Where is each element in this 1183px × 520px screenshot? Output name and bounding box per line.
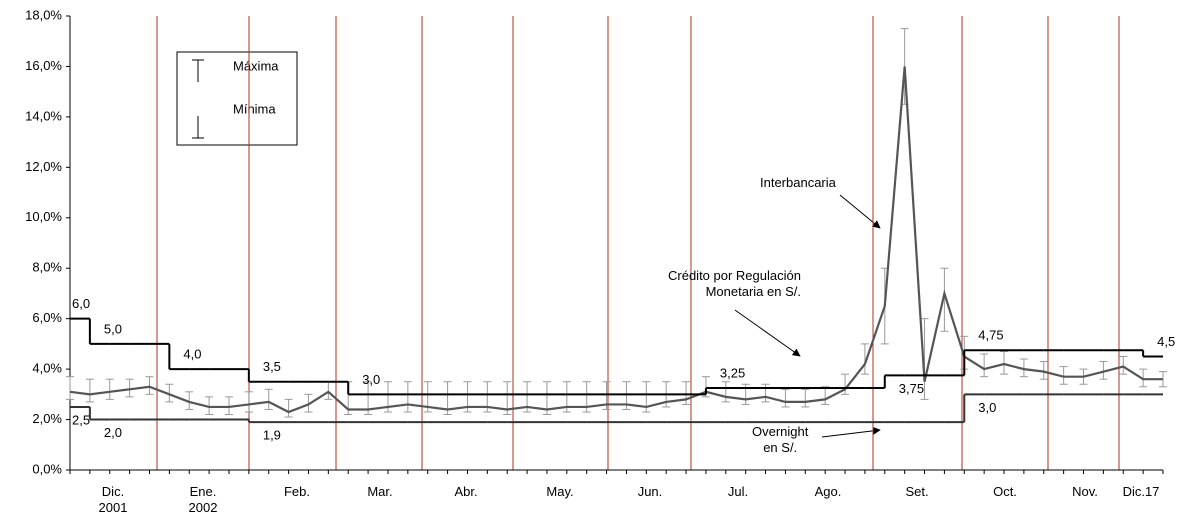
value-label: 4,75 — [978, 328, 1003, 343]
x-tick-label: Jul. — [727, 484, 749, 499]
value-label: 6,0 — [72, 296, 90, 311]
value-label: 3,0 — [978, 400, 996, 415]
x-tick-label: May. — [546, 484, 574, 499]
x-tick-label: Set. — [905, 484, 929, 499]
x-tick-label: Feb. — [283, 484, 310, 499]
value-label: 5,0 — [104, 321, 122, 336]
y-tick-label: 4,0% — [32, 361, 62, 376]
y-tick-label: 0,0% — [32, 461, 62, 476]
annotation: Crédito por Regulación Monetaria en S/. — [668, 268, 801, 299]
x-tick-label: Nov. — [1072, 484, 1098, 499]
x-tick-label: Ago. — [814, 484, 842, 499]
y-tick-label: 14,0% — [25, 108, 62, 123]
interbank-line — [69, 66, 1163, 414]
x-tick-label: Jun. — [637, 484, 663, 499]
x-tick-label: Oct. — [993, 484, 1017, 499]
x-tick-label: Dic. 2001 — [98, 484, 128, 515]
arrow — [734, 309, 801, 357]
y-tick-label: 18,0% — [25, 7, 62, 22]
y-tick-label: 6,0% — [32, 310, 62, 325]
y-tick-label: 10,0% — [25, 209, 62, 224]
value-label: 4,5 — [1157, 334, 1175, 349]
x-tick-label: Dic.17 — [1122, 484, 1160, 499]
y-tick-label: 2,0% — [32, 411, 62, 426]
value-label: 1,9 — [263, 428, 281, 443]
value-label: 4,0 — [183, 347, 201, 362]
arrow — [821, 426, 881, 438]
x-tick-label: Mar. — [367, 484, 393, 499]
x-tick-label: Abr. — [454, 484, 478, 499]
legend-min-label: Mínima — [233, 101, 276, 116]
legend-max-label: Máxima — [233, 58, 279, 73]
legend-box — [176, 51, 298, 146]
annotation: Overnight en S/. — [752, 424, 809, 455]
value-label: 2,5 — [72, 412, 90, 427]
value-label: 3,75 — [899, 381, 924, 396]
y-tick-label: 16,0% — [25, 58, 62, 73]
value-label: 2,0 — [104, 425, 122, 440]
y-tick-label: 12,0% — [25, 159, 62, 174]
value-label: 3,5 — [263, 359, 281, 374]
value-label: 3,0 — [362, 372, 380, 387]
arrow — [839, 194, 881, 229]
annotation: Interbancaria — [760, 175, 836, 190]
y-tick-label: 8,0% — [32, 260, 62, 275]
x-tick-label: Ene. 2002 — [188, 484, 218, 515]
value-label: 3,25 — [720, 365, 745, 380]
